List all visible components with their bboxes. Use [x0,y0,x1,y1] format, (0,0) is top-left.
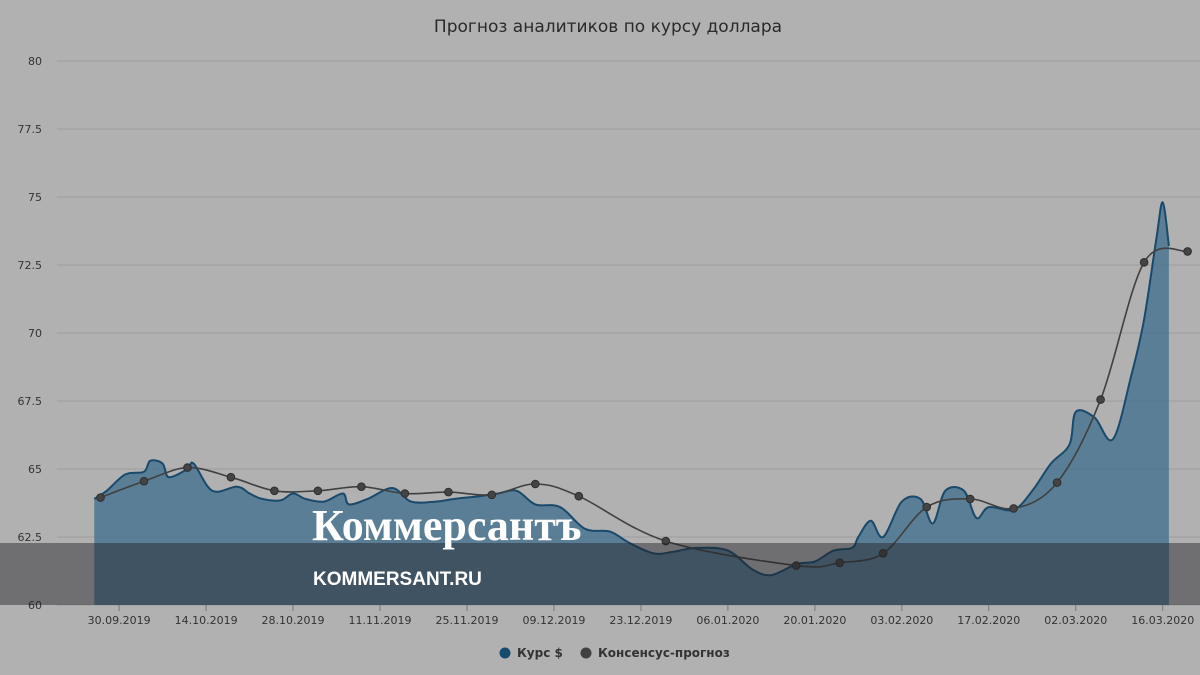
x-tick-label: 06.01.2020 [696,614,759,627]
y-tick-label: 67.5 [18,395,43,408]
consensus-point [1096,395,1105,404]
rate-series [93,201,1170,606]
x-tick-label: 03.02.2020 [870,614,933,627]
y-tick-label: 80 [28,55,42,68]
y-tick-label: 75 [28,191,42,204]
consensus-point [226,472,236,482]
legend-label-consensus: Консенсус-прогноз [598,646,730,660]
x-tick-label: 17.02.2020 [957,614,1020,627]
consensus-point [444,487,453,497]
y-axis: 60 62.5 65 67.5 70 72.5 75 77.5 80 [18,55,43,612]
y-tick-label: 77.5 [18,123,43,136]
x-tick-label: 11.11.2019 [349,614,412,627]
legend-item-rate[interactable]: Курс $ [499,646,563,660]
consensus-point [96,493,105,502]
chart-title: Прогноз аналитиков по курсу доллара [434,17,782,37]
watermark: Коммерсантъ KOMMERSANT.RU [0,501,1200,605]
legend-marker-rate [499,647,511,659]
y-tick-label: 60 [28,599,42,612]
x-tick-label: 28.10.2019 [262,614,325,627]
consensus-point [487,490,497,500]
x-axis: 30.09.2019 14.10.2019 28.10.2019 11.11.2019… [88,605,1194,627]
consensus-point [878,549,888,558]
consensus-point [531,479,540,489]
consensus-point [574,491,584,501]
legend-marker-consensus [580,647,592,659]
consensus-point [835,558,845,568]
consensus-point [661,536,671,546]
x-tick-label: 09.12.2019 [522,614,585,627]
consensus-point [1183,247,1192,256]
consensus-point [791,561,801,570]
rate-line [93,201,1170,577]
watermark-band [0,543,1200,605]
x-tick-label: 14.10.2019 [175,614,238,627]
consensus-series [96,247,1192,570]
consensus-point [313,486,323,496]
x-tick-label: 02.03.2020 [1044,614,1107,627]
x-tick-label: 20.01.2020 [783,614,846,627]
consensus-point [965,494,975,504]
consensus-point [922,502,932,512]
x-tick-label: 30.09.2019 [88,614,151,627]
consensus-point [183,463,192,472]
consensus-point [400,489,410,498]
watermark-brand: Коммерсантъ [312,501,582,550]
consensus-point [270,486,279,496]
consensus-point [357,482,366,492]
watermark-url: KOMMERSANT.RU [313,569,482,590]
legend-item-consensus[interactable]: Консенсус-прогноз [580,646,730,660]
y-tick-label: 70 [28,327,42,340]
consensus-point [1052,478,1062,487]
x-tick-label: 23.12.2019 [609,614,672,627]
consensus-point [1139,258,1149,267]
x-tick-label: 25.11.2019 [435,614,498,627]
legend-label-rate: Курс $ [517,646,563,660]
y-tick-label: 65 [28,463,42,476]
y-tick-label: 62.5 [18,531,43,544]
legend: Курс $ Консенсус-прогноз [499,646,730,660]
consensus-point [1009,504,1018,513]
x-tick-label: 16.03.2020 [1131,614,1194,627]
consensus-point [139,476,149,486]
y-tick-label: 72.5 [18,259,43,272]
